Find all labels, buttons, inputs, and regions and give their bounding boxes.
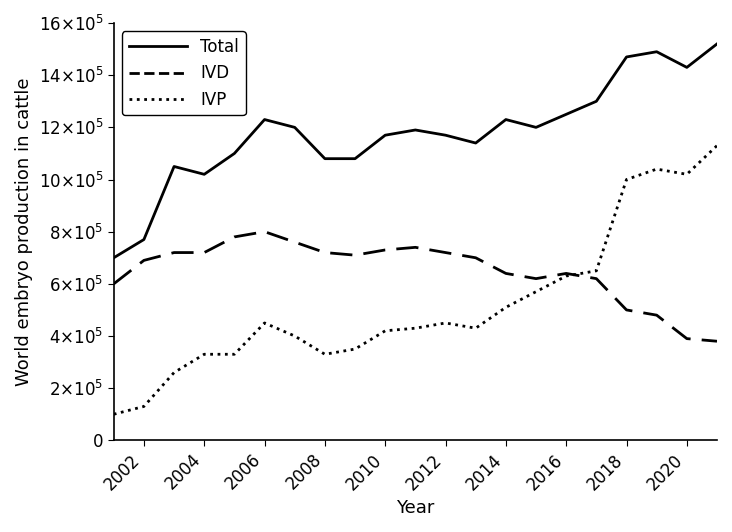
- IVP: [140, 403, 149, 410]
- Total: [441, 132, 450, 138]
- IVP: [682, 171, 691, 178]
- IVP: [592, 268, 601, 274]
- IVP: [381, 328, 389, 334]
- IVP: [471, 325, 480, 331]
- IVP: [260, 320, 269, 326]
- IVP: [109, 411, 118, 418]
- Total: [200, 171, 209, 178]
- Total: [471, 140, 480, 146]
- IVD: [441, 250, 450, 256]
- IVD: [260, 229, 269, 235]
- IVD: [291, 239, 299, 245]
- Total: [291, 124, 299, 130]
- IVD: [230, 234, 239, 240]
- Total: [561, 111, 570, 118]
- Total: [109, 255, 118, 261]
- IVP: [200, 351, 209, 358]
- Line: IVD: IVD: [113, 232, 717, 341]
- IVD: [652, 312, 661, 318]
- IVP: [713, 143, 722, 149]
- IVD: [622, 307, 631, 313]
- IVD: [592, 276, 601, 282]
- Line: Total: Total: [113, 44, 717, 258]
- IVD: [411, 244, 419, 251]
- Total: [713, 41, 722, 47]
- Total: [351, 155, 359, 162]
- IVD: [381, 247, 389, 253]
- Legend: Total, IVD, IVP: Total, IVD, IVP: [122, 31, 246, 115]
- IVP: [561, 273, 570, 279]
- IVD: [682, 336, 691, 342]
- IVD: [351, 252, 359, 259]
- Total: [170, 163, 179, 170]
- IVP: [170, 369, 179, 376]
- Total: [652, 48, 661, 55]
- IVD: [531, 276, 540, 282]
- X-axis label: Year: Year: [396, 499, 435, 517]
- IVP: [321, 351, 329, 358]
- IVP: [622, 176, 631, 182]
- Y-axis label: World embryo production in cattle: World embryo production in cattle: [15, 78, 33, 386]
- IVP: [291, 333, 299, 339]
- IVP: [230, 351, 239, 358]
- Total: [411, 127, 419, 133]
- Total: [230, 150, 239, 156]
- Total: [622, 54, 631, 60]
- Total: [321, 155, 329, 162]
- Total: [682, 64, 691, 71]
- IVD: [109, 281, 118, 287]
- IVD: [501, 270, 510, 277]
- Total: [592, 98, 601, 104]
- Total: [381, 132, 389, 138]
- IVD: [170, 250, 179, 256]
- IVP: [501, 304, 510, 311]
- Total: [260, 117, 269, 123]
- IVD: [321, 250, 329, 256]
- IVD: [200, 250, 209, 256]
- Total: [501, 117, 510, 123]
- IVP: [411, 325, 419, 331]
- IVP: [531, 288, 540, 295]
- IVP: [351, 346, 359, 352]
- IVD: [713, 338, 722, 344]
- Total: [531, 124, 540, 130]
- Line: IVP: IVP: [113, 146, 717, 414]
- IVP: [652, 166, 661, 172]
- IVD: [471, 255, 480, 261]
- IVP: [441, 320, 450, 326]
- IVD: [561, 270, 570, 277]
- IVD: [140, 257, 149, 263]
- Total: [140, 236, 149, 243]
